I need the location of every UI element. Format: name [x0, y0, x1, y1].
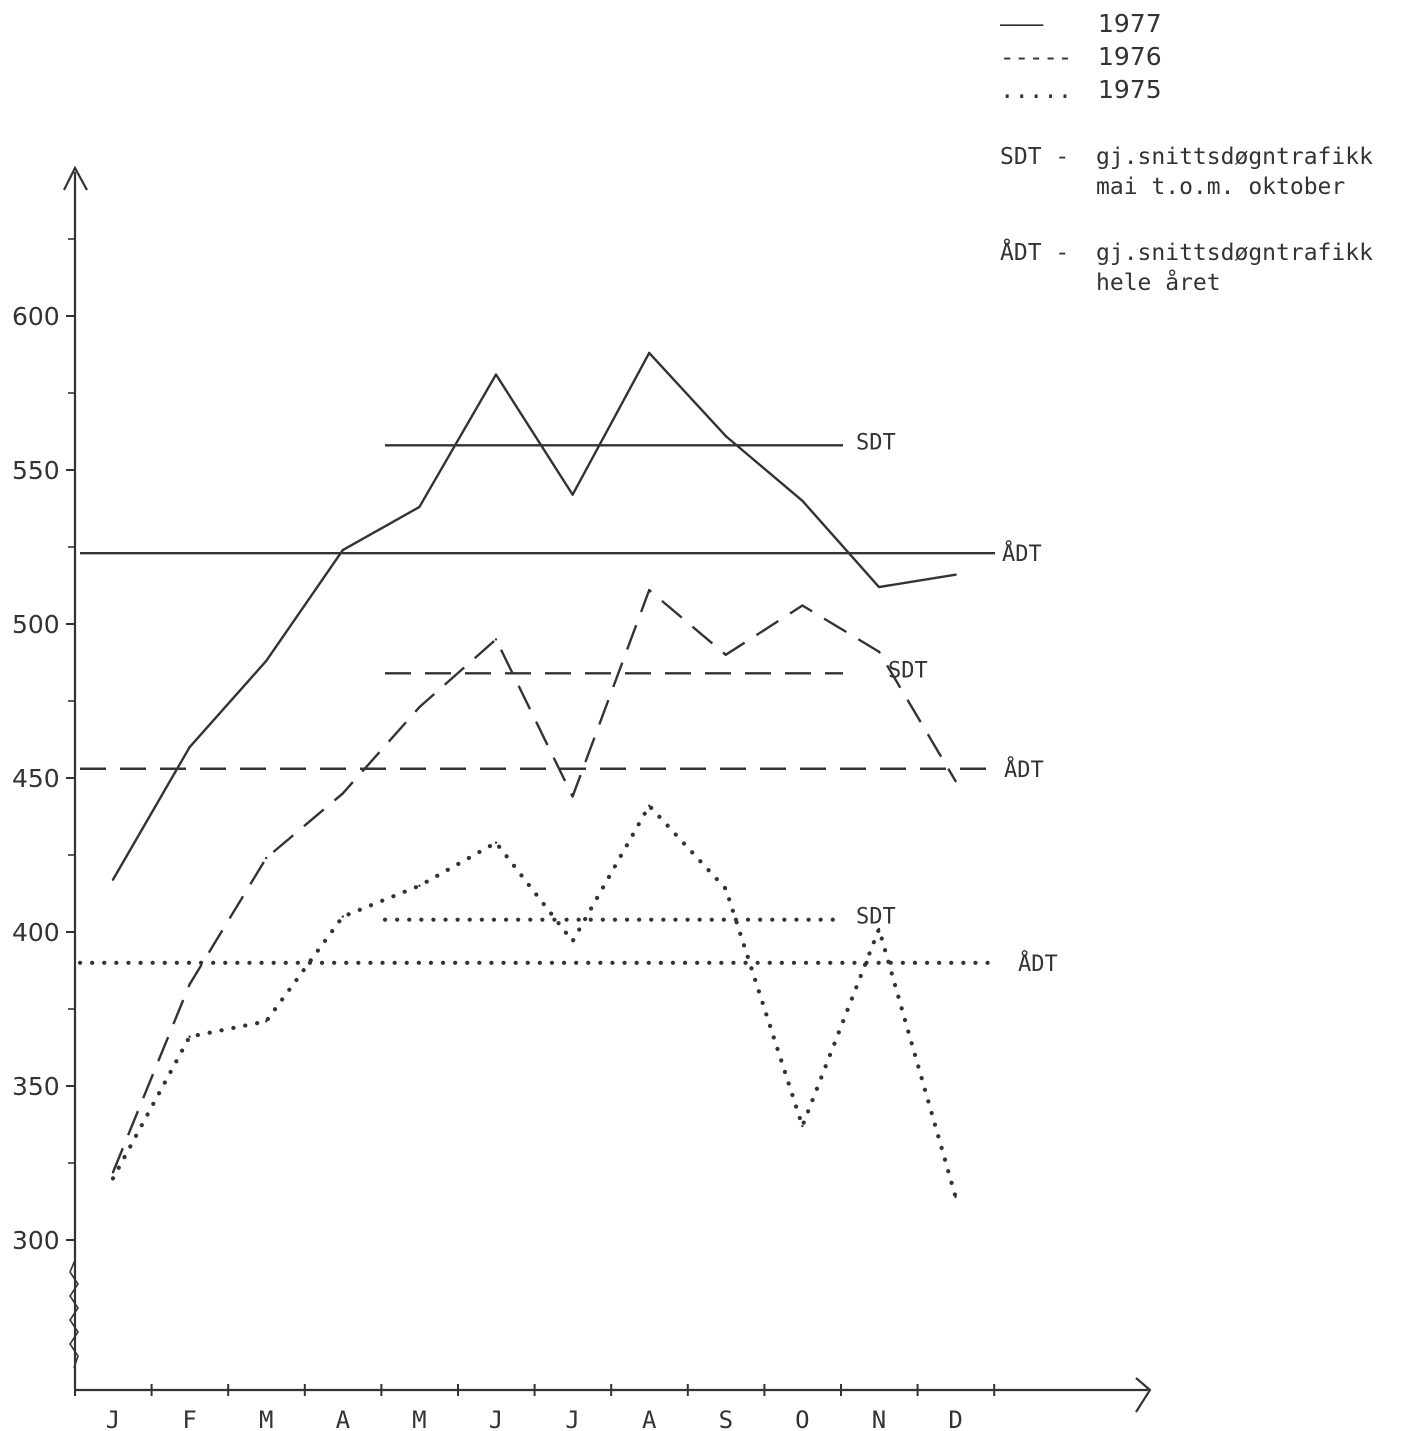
point-1976-7 — [571, 795, 574, 798]
point-1977-1 — [111, 878, 115, 881]
point-1976-12 — [954, 779, 957, 783]
legend-note-adt-line1: gj.snittsdøgntrafikk — [1096, 240, 1373, 266]
series-1977: SDT ÅDT — [80, 351, 1042, 881]
legend-note-sdt-line2: mai t.o.m. oktober — [1096, 174, 1345, 200]
sdt-label-1977: SDT — [856, 430, 896, 455]
legend-label-1975: 1975 — [1098, 75, 1162, 104]
series-group: SDT ÅDT SDT ÅDT SDT ÅDT — [77, 351, 1058, 1199]
series-line-1975 — [110, 803, 958, 1199]
point-1975-8 — [648, 804, 651, 807]
x-tick-label-11: N — [872, 1406, 886, 1431]
y-tick-label-600: 600 — [12, 302, 60, 331]
series-1975: SDT ÅDT — [77, 803, 1058, 1199]
x-tick-label-8: A — [642, 1406, 657, 1431]
y-axis-arrow — [63, 165, 88, 191]
sdt-label-1975: SDT — [856, 905, 896, 930]
point-1976-6 — [494, 638, 498, 641]
legend-note-adt-line2: hele året — [1096, 268, 1221, 296]
y-tick-label-300: 300 — [12, 1226, 60, 1255]
series-1976: SDT ÅDT — [80, 588, 1044, 1174]
x-tick-label-2: F — [182, 1406, 196, 1431]
y-tick-labels: 300 350 400 450 500 550 600 — [12, 238, 75, 1255]
x-tick-label-6: J — [489, 1406, 503, 1431]
point-1975-12 — [954, 1195, 957, 1199]
point-1977-9 — [724, 434, 727, 438]
point-1975-7 — [571, 940, 574, 943]
point-1977-7 — [571, 493, 574, 496]
point-1977-8 — [648, 351, 651, 355]
x-tick-label-10: O — [795, 1406, 809, 1431]
point-1977-10 — [801, 499, 804, 502]
point-1976-11 — [877, 650, 881, 653]
legend-label-1976: 1976 — [1098, 42, 1162, 71]
point-1975-2 — [188, 1035, 191, 1038]
point-1976-5 — [418, 705, 421, 709]
adt-label-1976: ÅDT — [1004, 756, 1044, 783]
x-axis-arrow — [1135, 1377, 1152, 1413]
x-tick-label-12: D — [948, 1406, 962, 1431]
point-1977-5 — [418, 505, 421, 509]
legend-symbol-1975: ..... — [1000, 76, 1072, 104]
point-1976-10 — [801, 604, 804, 607]
point-1975-5 — [418, 884, 421, 887]
point-1977-6 — [494, 373, 498, 376]
legend-symbol-1976: ----- — [1000, 43, 1072, 71]
adt-label-1977: ÅDT — [1002, 540, 1042, 567]
series-line-1977 — [111, 351, 956, 881]
point-1975-11 — [877, 927, 881, 931]
y-tick-label-350: 350 — [12, 1072, 60, 1101]
x-tick-label-7: J — [565, 1406, 579, 1431]
point-1975-6 — [494, 841, 498, 844]
point-1975-9 — [724, 887, 727, 891]
y-tick-label-450: 450 — [12, 764, 60, 793]
sdt-label-1976: SDT — [888, 658, 928, 683]
point-1977-3 — [265, 659, 268, 663]
y-tick-label-500: 500 — [12, 610, 60, 639]
legend-label-1977: 1977 — [1098, 9, 1162, 38]
point-1977-4 — [341, 548, 344, 552]
point-1976-9 — [724, 653, 727, 656]
legend-note-sdt-abbr: SDT - — [1000, 144, 1069, 170]
legend-note-sdt-line1: gj.snittsdøgntrafikk — [1096, 144, 1373, 170]
legend-symbol-1977: ——— — [1000, 10, 1044, 38]
x-tick-label-3: M — [259, 1406, 273, 1431]
series-line-1976 — [111, 588, 957, 1173]
legend: ——— 1977 ----- 1976 ..... 1975 SDT - gj.… — [1000, 9, 1373, 296]
y-tick-label-400: 400 — [12, 918, 60, 947]
point-1976-2 — [188, 983, 191, 986]
point-1977-11 — [877, 585, 881, 589]
point-1975-10 — [801, 1124, 804, 1128]
point-1975-4 — [341, 915, 344, 918]
y-tick-label-550: 550 — [12, 456, 60, 485]
point-1975-1 — [111, 1177, 115, 1180]
point-1975-3 — [265, 1020, 268, 1023]
point-1977-2 — [188, 746, 191, 749]
point-1976-8 — [648, 588, 651, 592]
point-1976-4 — [341, 792, 344, 795]
legend-note-adt-abbr: ÅDT - — [1000, 238, 1069, 266]
adt-label-1975: ÅDT — [1018, 950, 1058, 977]
point-1977-12 — [954, 573, 957, 576]
x-tick-label-1: J — [106, 1406, 120, 1431]
x-tick-label-9: S — [719, 1406, 733, 1431]
point-1976-3 — [265, 856, 268, 860]
point-1976-1 — [111, 1171, 115, 1174]
x-tick-label-5: M — [412, 1406, 426, 1431]
x-tick-label-4: A — [336, 1406, 351, 1431]
axis-break — [69, 1259, 79, 1369]
